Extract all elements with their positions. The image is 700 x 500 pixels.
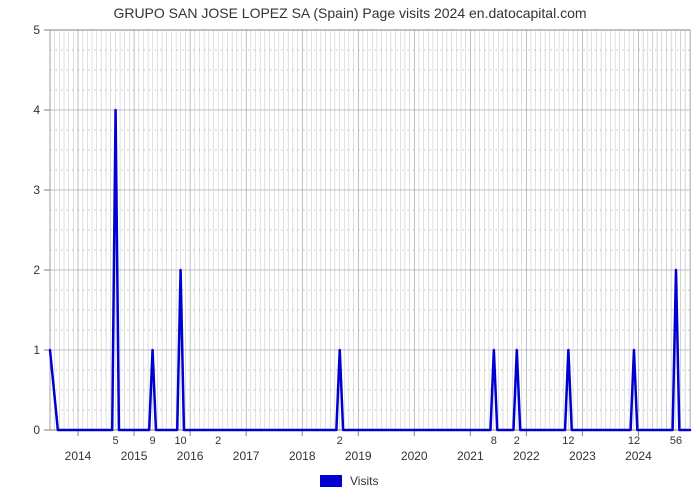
spike-label: 12 (628, 435, 640, 447)
y-tick-label: 1 (33, 343, 40, 357)
y-tick-label: 3 (33, 183, 40, 197)
spike-label: 56 (670, 435, 682, 447)
chart-title: GRUPO SAN JOSE LOPEZ SA (Spain) Page vis… (113, 5, 586, 21)
spike-label: 8 (491, 435, 497, 447)
chart-container: GRUPO SAN JOSE LOPEZ SA (Spain) Page vis… (0, 0, 700, 500)
chart-svg: GRUPO SAN JOSE LOPEZ SA (Spain) Page vis… (0, 0, 700, 500)
spike-label: 2 (514, 435, 520, 447)
spike-label: 10 (174, 435, 186, 447)
x-year-label: 2024 (625, 449, 652, 463)
y-tick-label: 2 (33, 263, 40, 277)
y-tick-label: 5 (33, 23, 40, 37)
x-year-label: 2021 (457, 449, 484, 463)
x-year-label: 2018 (289, 449, 316, 463)
spike-label: 2 (337, 435, 343, 447)
x-year-label: 2022 (513, 449, 540, 463)
x-year-label: 2015 (121, 449, 148, 463)
spike-label: 9 (149, 435, 155, 447)
y-tick-label: 0 (33, 423, 40, 437)
spike-label: 2 (215, 435, 221, 447)
x-year-label: 2023 (569, 449, 596, 463)
legend-swatch (320, 475, 342, 487)
x-year-label: 2014 (65, 449, 92, 463)
legend-label: Visits (350, 474, 378, 488)
x-year-label: 2016 (177, 449, 204, 463)
x-year-label: 2019 (345, 449, 372, 463)
y-tick-label: 4 (33, 103, 40, 117)
spike-label: 5 (113, 435, 119, 447)
x-year-label: 2020 (401, 449, 428, 463)
spike-label: 12 (562, 435, 574, 447)
x-year-label: 2017 (233, 449, 260, 463)
